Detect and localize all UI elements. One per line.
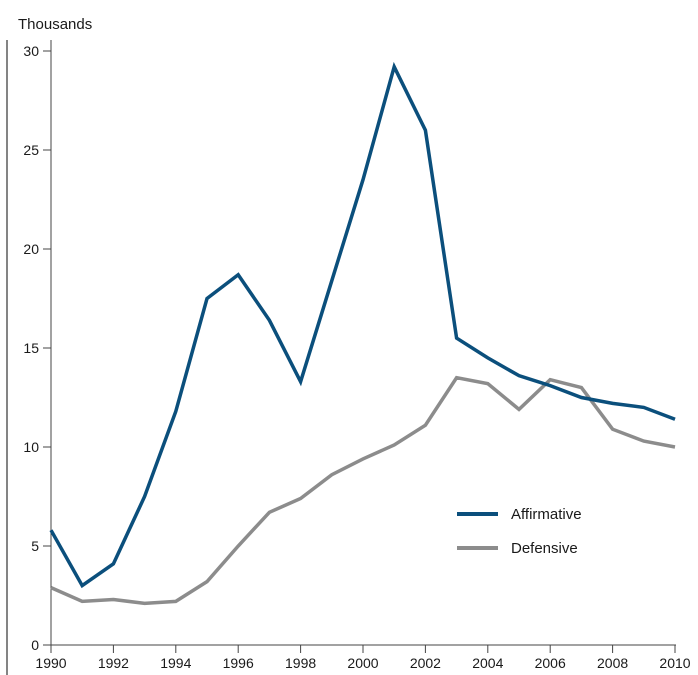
- y-tick-label: 20: [23, 241, 39, 257]
- legend: Affirmative Defensive: [457, 506, 582, 557]
- y-tick-label: 15: [23, 340, 39, 356]
- x-tick-label: 2000: [347, 655, 378, 671]
- y-axis-ticks: 0 5 10 15 20 25 30: [23, 43, 51, 653]
- x-tick-label: 1996: [223, 655, 254, 671]
- y-tick-label: 5: [31, 538, 39, 554]
- x-tick-label: 1992: [98, 655, 129, 671]
- x-tick-label: 2002: [410, 655, 441, 671]
- x-tick-label: 2004: [472, 655, 503, 671]
- y-tick-label: 30: [23, 43, 39, 59]
- x-tick-label: 2008: [597, 655, 628, 671]
- x-tick-label: 2010: [659, 655, 690, 671]
- y-tick-label: 10: [23, 439, 39, 455]
- x-axis-ticks: 1990 1992 1994 1996 1998 2000 2002 2004 2006 2008…: [35, 645, 691, 671]
- x-tick-label: 1998: [285, 655, 316, 671]
- x-tick-label: 2006: [535, 655, 566, 671]
- series-line-defensive: [50, 375, 676, 606]
- legend-label-affirmative: Affirmative: [511, 506, 582, 523]
- x-tick-label: 1994: [160, 655, 191, 671]
- series-lines: [49, 61, 676, 606]
- y-tick-label: 25: [23, 142, 39, 158]
- y-tick-label: 0: [31, 637, 39, 653]
- legend-label-defensive: Defensive: [511, 540, 578, 557]
- y-axis-unit-label: Thousands: [18, 16, 92, 33]
- x-tick-label: 1990: [35, 655, 66, 671]
- series-line-affirmative: [49, 61, 676, 589]
